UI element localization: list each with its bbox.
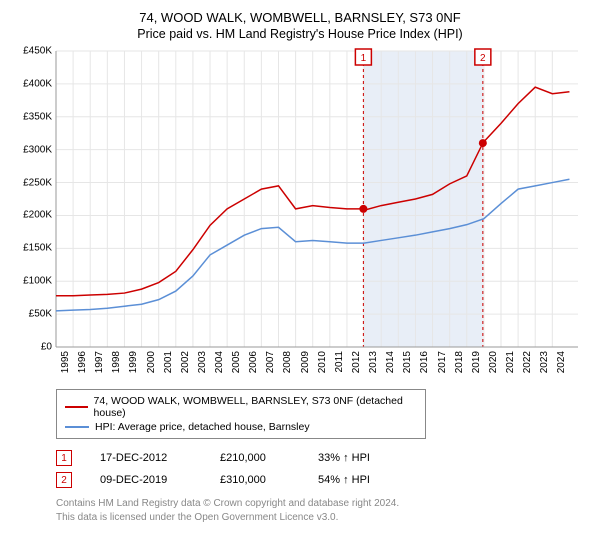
svg-text:2: 2 <box>480 53 486 64</box>
y-tick-label: £200K <box>12 210 52 221</box>
legend-row: HPI: Average price, detached house, Barn… <box>65 420 417 434</box>
y-tick-label: £150K <box>12 243 52 254</box>
y-tick-label: £350K <box>12 111 52 122</box>
y-tick-label: £400K <box>12 78 52 89</box>
legend-swatch-0 <box>65 406 88 408</box>
legend-row: 74, WOOD WALK, WOMBWELL, BARNSLEY, S73 0… <box>65 394 417 420</box>
legend-swatch-1 <box>65 426 89 428</box>
sale-date: 09-DEC-2019 <box>100 474 192 486</box>
chart-subtitle: Price paid vs. HM Land Registry's House … <box>12 27 588 41</box>
legend-label-1: HPI: Average price, detached house, Barn… <box>95 421 310 433</box>
svg-text:1: 1 <box>361 53 367 64</box>
sale-price: £210,000 <box>220 452 290 464</box>
sales-row: 1 17-DEC-2012 £210,000 33% ↑ HPI <box>56 447 588 469</box>
sales-table: 1 17-DEC-2012 £210,000 33% ↑ HPI 2 09-DE… <box>56 447 588 491</box>
y-tick-label: £100K <box>12 276 52 287</box>
sale-marker-1: 1 <box>56 450 72 466</box>
sale-marker-2: 2 <box>56 472 72 488</box>
chart-title: 74, WOOD WALK, WOMBWELL, BARNSLEY, S73 0… <box>12 10 588 25</box>
y-tick-label: £50K <box>12 309 52 320</box>
legend-label-0: 74, WOOD WALK, WOMBWELL, BARNSLEY, S73 0… <box>94 395 417 419</box>
sale-pct: 54% ↑ HPI <box>318 474 408 486</box>
chart-area: 12 £0£50K£100K£150K£200K£250K£300K£350K£… <box>12 47 588 383</box>
sale-pct: 33% ↑ HPI <box>318 452 408 464</box>
legend-box: 74, WOOD WALK, WOMBWELL, BARNSLEY, S73 0… <box>56 389 426 439</box>
footer-line1: Contains HM Land Registry data © Crown c… <box>56 497 588 511</box>
plot-area: 12 <box>56 51 578 347</box>
y-tick-label: £300K <box>12 144 52 155</box>
y-tick-label: £250K <box>12 177 52 188</box>
y-tick-label: £0 <box>12 342 52 353</box>
plot-svg: 12 <box>56 51 578 347</box>
footer-line2: This data is licensed under the Open Gov… <box>56 511 588 525</box>
footer: Contains HM Land Registry data © Crown c… <box>56 497 588 524</box>
x-tick-label: 2024 <box>556 351 588 373</box>
sale-date: 17-DEC-2012 <box>100 452 192 464</box>
y-tick-label: £450K <box>12 46 52 57</box>
sale-price: £310,000 <box>220 474 290 486</box>
sales-row: 2 09-DEC-2019 £310,000 54% ↑ HPI <box>56 469 588 491</box>
